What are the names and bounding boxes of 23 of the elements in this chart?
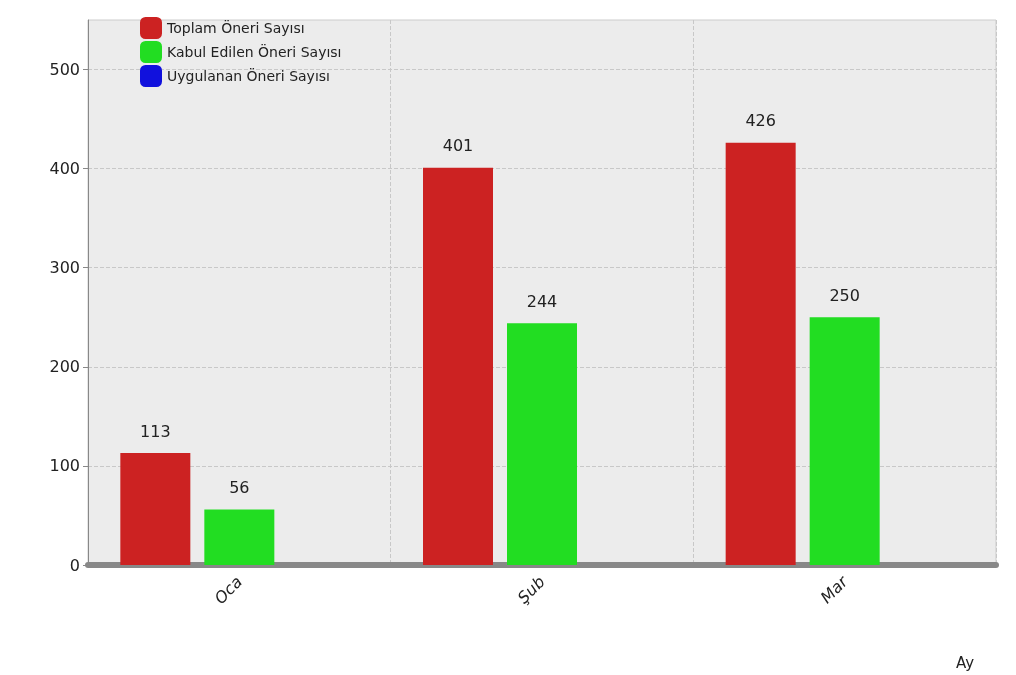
data-label: 426 [745, 111, 776, 131]
data-label: 113 [140, 421, 171, 441]
bar [120, 453, 191, 565]
y-tick-label: 100 [49, 456, 80, 476]
bar [725, 142, 796, 565]
data-label: 244 [526, 291, 558, 311]
bar [204, 509, 275, 565]
y-tick-label: 500 [49, 60, 80, 80]
bar [507, 323, 577, 565]
y-tick-label: 300 [49, 258, 80, 278]
data-label: 250 [829, 285, 860, 305]
x-axis-title: Ay [956, 653, 975, 672]
y-tick-label: 200 [49, 357, 80, 377]
legend-label: Uygulanan Öneri Sayısı [167, 67, 330, 84]
legend-label: Toplam Öneri Sayısı [166, 19, 305, 36]
data-label: 56 [229, 478, 250, 498]
bar [423, 167, 493, 565]
y-tick-label: 400 [49, 159, 80, 179]
data-label: 401 [442, 136, 474, 156]
bar [809, 317, 880, 565]
x-tick-label: Oca [210, 572, 247, 608]
y-tick-label: 0 [69, 555, 80, 575]
legend-label: Kabul Edilen Öneri Sayısı [167, 43, 342, 60]
